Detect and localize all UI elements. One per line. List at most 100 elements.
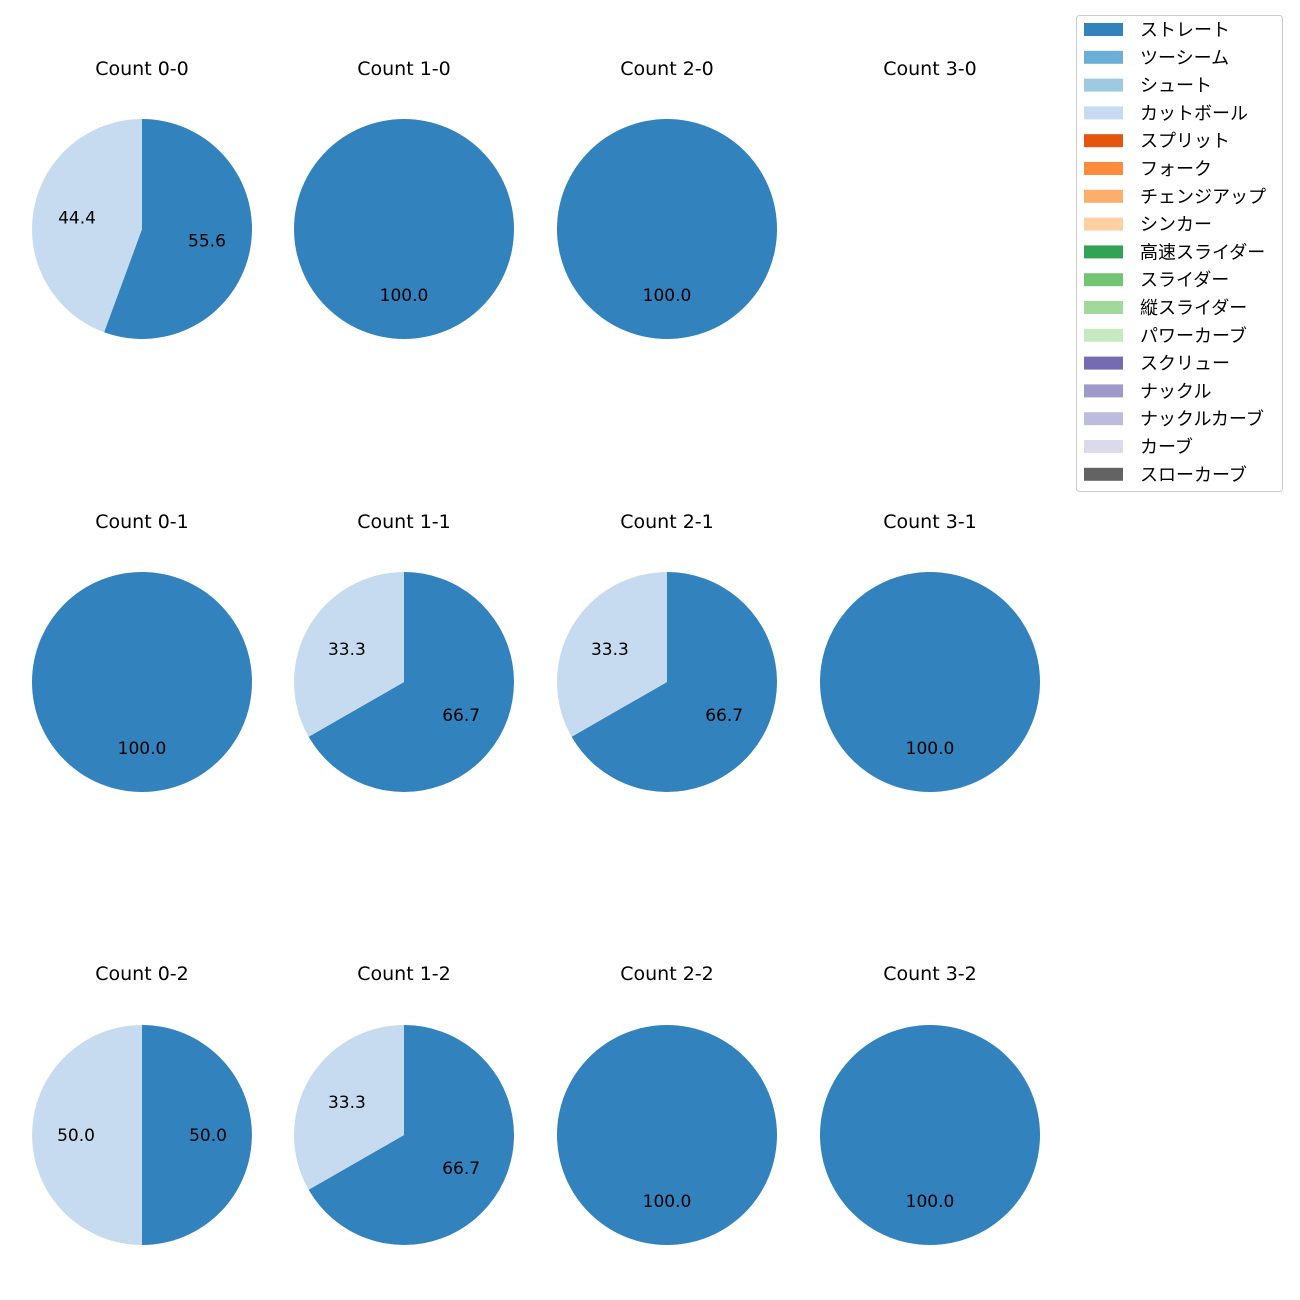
pie-slice [820, 1025, 1040, 1245]
slice-label: 100.0 [643, 1192, 692, 1212]
legend-swatch [1084, 328, 1123, 342]
legend-swatch [1084, 412, 1123, 426]
legend-label: カーブ [1140, 436, 1193, 458]
legend-label: シュート [1140, 76, 1212, 97]
pie-count-0-1: Count 0-1 100.0 [32, 511, 252, 792]
legend-swatch [1084, 245, 1123, 259]
pie-count-3-2: Count 3-2 100.0 [820, 963, 1040, 1245]
slice-label: 55.6 [188, 232, 226, 252]
pie-count-0-0: Count 0-0 55.6 44.4 [32, 58, 252, 340]
legend-swatch [1084, 106, 1123, 120]
pie-count-2-0: Count 2-0 100.0 [557, 58, 777, 339]
pie-slice [571, 572, 777, 792]
legend-label: フォーク [1140, 159, 1212, 180]
pie-title: Count 3-0 [883, 58, 977, 80]
pie-slice [293, 572, 404, 737]
slice-label: 100.0 [906, 1192, 955, 1212]
pie-slice [104, 119, 252, 340]
pie-slice [557, 119, 777, 339]
legend-swatch [1084, 134, 1123, 148]
legend-item: スクリュー [1084, 354, 1230, 375]
slice-label: 50.0 [57, 1126, 95, 1146]
pie-slice [32, 572, 252, 792]
pie-slice [308, 1025, 514, 1245]
legend-item: ツーシーム [1084, 48, 1229, 69]
legend-label: ストレート [1140, 20, 1230, 41]
legend-item: ナックルカーブ [1084, 408, 1264, 430]
legend-label: スローカーブ [1140, 464, 1247, 486]
pie-slice [556, 572, 667, 737]
pie-title: Count 2-0 [620, 58, 714, 80]
pie-title: Count 0-1 [95, 511, 189, 533]
legend-swatch [1084, 356, 1123, 370]
slice-label: 100.0 [643, 286, 692, 306]
slice-label: 66.7 [705, 706, 743, 726]
pie-count-2-1: Count 2-1 66.7 33.3 [556, 511, 777, 792]
legend-item: 高速スライダー [1084, 242, 1265, 263]
slice-label: 100.0 [380, 286, 429, 306]
legend-swatch [1084, 384, 1123, 398]
legend-swatch [1084, 50, 1123, 64]
legend-label: ツーシーム [1140, 48, 1229, 69]
pie-title: Count 3-2 [883, 963, 977, 985]
legend-swatch [1084, 217, 1123, 231]
pie-title: Count 1-0 [357, 58, 451, 80]
pie-count-1-1: Count 1-1 66.7 33.3 [293, 511, 514, 792]
pie-slice [293, 1025, 404, 1190]
legend-swatch [1084, 467, 1123, 481]
legend-swatch [1084, 23, 1123, 36]
pie-count-0-2: Count 0-2 50.0 50.0 [32, 963, 252, 1245]
pie-count-2-2: Count 2-2 100.0 [557, 963, 777, 1245]
pie-title: Count 0-0 [95, 58, 189, 80]
pie-title: Count 1-1 [357, 511, 451, 533]
pie-title: Count 3-1 [883, 511, 977, 533]
pie-slice [557, 1025, 777, 1245]
legend-swatch [1084, 301, 1123, 314]
slice-label: 33.3 [591, 640, 629, 660]
pie-title: Count 2-1 [620, 511, 714, 533]
legend: ストレートツーシームシュートカットボールスプリットフォークチェンジアップシンカー… [1076, 15, 1283, 492]
legend-item: ナックル [1084, 381, 1211, 402]
legend-item: スプリット [1084, 131, 1230, 152]
slice-label: 100.0 [118, 739, 167, 759]
legend-item: カットボール [1084, 103, 1248, 124]
pie-slice [308, 572, 514, 792]
legend-label: シンカー [1140, 215, 1212, 236]
legend-item: スローカーブ [1084, 464, 1247, 486]
slice-label: 66.7 [442, 1159, 480, 1179]
legend-item: シュート [1084, 76, 1212, 97]
pie-slice [32, 1025, 142, 1245]
legend-label: スプリット [1140, 131, 1230, 152]
legend-label: チェンジアップ [1140, 187, 1266, 208]
legend-item: フォーク [1084, 159, 1212, 180]
legend-item: シンカー [1084, 215, 1212, 236]
pie-slice [294, 119, 514, 339]
slice-label: 50.0 [189, 1126, 227, 1146]
slice-label: 66.7 [442, 706, 480, 726]
legend-swatch [1084, 189, 1123, 203]
legend-swatch [1084, 440, 1123, 453]
legend-label: スクリュー [1140, 354, 1230, 375]
legend-swatch [1084, 78, 1123, 92]
pie-title: Count 0-2 [95, 963, 189, 985]
slice-label: 44.4 [58, 208, 96, 228]
legend-item: チェンジアップ [1084, 187, 1266, 208]
slice-label: 33.3 [328, 640, 366, 660]
legend-item: 縦スライダー [1084, 298, 1247, 319]
pie-count-1-2: Count 1-2 66.7 33.3 [293, 963, 514, 1245]
legend-swatch [1084, 273, 1123, 287]
legend-label: 高速スライダー [1140, 242, 1265, 263]
legend-swatch [1084, 162, 1123, 175]
slice-label: 100.0 [906, 739, 955, 759]
pie-count-3-1: Count 3-1 100.0 [820, 511, 1040, 792]
pie-title: Count 2-2 [620, 963, 714, 985]
legend-label: 縦スライダー [1140, 298, 1247, 319]
legend-label: ナックルカーブ [1140, 408, 1264, 430]
pie-slice [820, 572, 1040, 792]
legend-label: スライダー [1140, 270, 1229, 291]
pie-count-3-0: Count 3-0 [883, 58, 977, 80]
pie-slice [32, 119, 142, 333]
slice-label: 33.3 [328, 1093, 366, 1113]
legend-item: スライダー [1084, 270, 1229, 291]
